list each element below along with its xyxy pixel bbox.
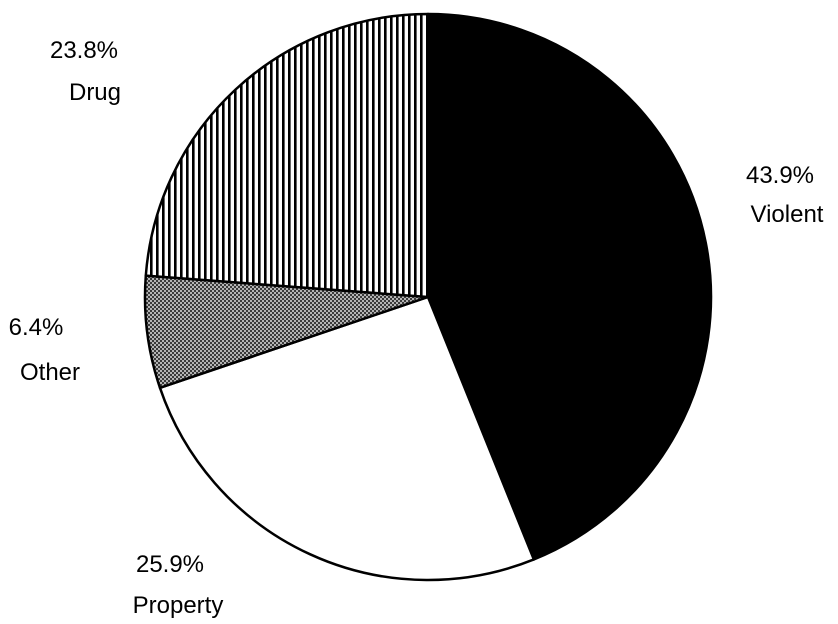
property-percent-label: 25.9% <box>136 551 204 578</box>
property-category-label: Property <box>133 592 224 619</box>
violent-category-label: Violent <box>751 201 824 228</box>
slice-label-drug: 23.8% Drug <box>50 37 121 106</box>
drug-percent-label: 23.8% <box>50 37 118 64</box>
slice-label-property: 25.9% Property <box>133 551 224 619</box>
slice-label-other: 6.4% Other <box>9 314 80 386</box>
pie-slice-property <box>158 295 536 582</box>
other-category-label: Other <box>20 359 80 386</box>
drug-category-label: Drug <box>69 79 121 106</box>
other-percent-label: 6.4% <box>9 314 64 341</box>
pie-slice-drug <box>144 12 430 299</box>
pie-slices <box>143 12 713 582</box>
slice-label-violent: 43.9% Violent <box>746 162 824 228</box>
pie-slice-violent <box>426 12 713 561</box>
pie-slice-other <box>143 274 430 390</box>
violent-percent-label: 43.9% <box>746 162 814 189</box>
